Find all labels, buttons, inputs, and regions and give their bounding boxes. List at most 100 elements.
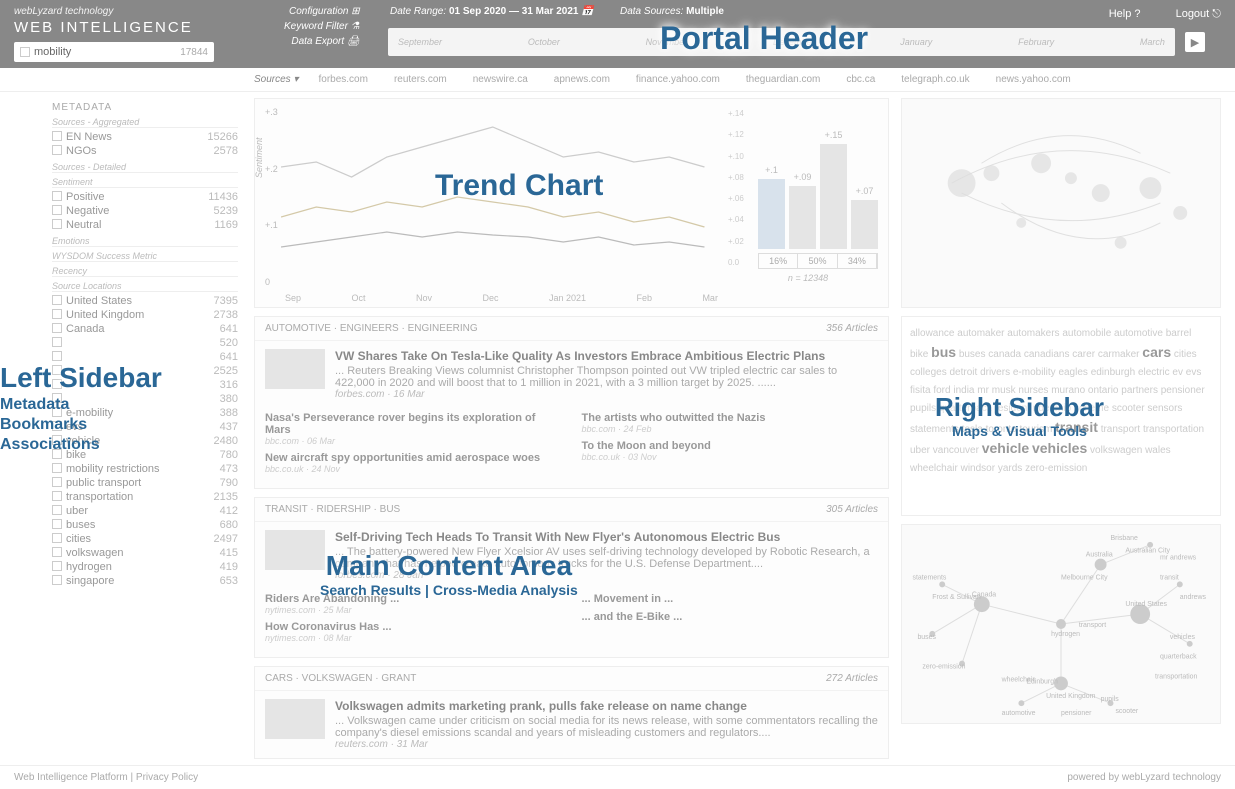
meta-row[interactable]: Neutral1169 [52, 218, 238, 232]
tag[interactable]: edinburgh [1091, 367, 1135, 378]
source-link[interactable]: newswire.ca [473, 74, 528, 85]
tag[interactable]: bike [910, 349, 928, 360]
footer-left[interactable]: Web Intelligence Platform | Privacy Poli… [14, 772, 198, 783]
meta-row[interactable]: public transport790 [52, 476, 238, 490]
date-range[interactable]: Date Range: 01 Sep 2020 — 31 Mar 2021 📅 [390, 6, 594, 17]
meta-row[interactable]: Positive11436 [52, 190, 238, 204]
tag[interactable]: yards [998, 463, 1022, 474]
tag[interactable]: cars [1142, 344, 1171, 360]
sources-dropdown[interactable]: Sources ▾ [254, 74, 298, 85]
meta-row[interactable]: buses680 [52, 518, 238, 532]
tag[interactable]: vancouver [933, 445, 979, 456]
keyword-filter-link[interactable]: Keyword Filter ⚗ [284, 21, 360, 32]
bar-chart[interactable]: +.14+.12+.10+.08+.06+.04+.020.0 +.1+.09+… [728, 99, 888, 307]
meta-row[interactable]: 520 [52, 336, 238, 350]
source-link[interactable]: apnews.com [554, 74, 610, 85]
meta-row[interactable]: mobility restrictions473 [52, 462, 238, 476]
tag[interactable]: colleges [910, 367, 947, 378]
source-link[interactable]: news.yahoo.com [996, 74, 1071, 85]
tag[interactable]: barrel [1166, 328, 1192, 339]
meta-row[interactable]: volkswagen415 [52, 546, 238, 560]
tag[interactable]: sensors [1147, 403, 1182, 414]
article-title[interactable]: Volkswagen admits marketing prank, pulls… [335, 699, 878, 713]
tag[interactable]: automakers [1007, 328, 1059, 339]
network-graph[interactable]: hydrogenCanadaUnited States United Kingd… [901, 524, 1221, 724]
tag[interactable]: electric [1138, 367, 1170, 378]
tag[interactable]: canada [988, 349, 1021, 360]
data-export-link[interactable]: Data Export 🖨 [284, 36, 360, 47]
tag[interactable]: eagles [1058, 367, 1087, 378]
bar[interactable]: +.15 [820, 144, 847, 249]
bar[interactable]: +.09 [789, 186, 816, 249]
tag[interactable]: automotive [1114, 328, 1163, 339]
meta-row[interactable]: United Kingdom2738 [52, 308, 238, 322]
tag[interactable]: zero-emission [1025, 463, 1087, 474]
source-link[interactable]: telegraph.co.uk [901, 74, 969, 85]
sub-article[interactable]: New aircraft spy opportunities amid aero… [265, 452, 562, 474]
tag[interactable]: volkswagen [1090, 445, 1142, 456]
meta-row[interactable]: Canada641 [52, 322, 238, 336]
tag[interactable]: vehicles [1032, 440, 1087, 456]
meta-row[interactable]: hydrogen419 [52, 560, 238, 574]
tag[interactable]: wheelchair [910, 463, 958, 474]
meta-row[interactable]: singapore653 [52, 574, 238, 588]
checkbox-icon[interactable] [20, 47, 30, 57]
source-link[interactable]: reuters.com [394, 74, 447, 85]
tag[interactable]: pensioner [1161, 385, 1205, 396]
sub-article[interactable]: How Coronavirus Has ...nytimes.com · 08 … [265, 621, 562, 643]
config-link[interactable]: Configuration ⊞ [284, 6, 360, 17]
search-input[interactable] [34, 46, 180, 58]
tag[interactable]: allowance [910, 328, 954, 339]
article-title[interactable]: VW Shares Take On Tesla-Like Quality As … [335, 349, 878, 363]
source-link[interactable]: forbes.com [318, 74, 367, 85]
bar[interactable]: +.07 [851, 200, 878, 249]
sub-article[interactable]: ... and the E-Bike ... [582, 611, 879, 623]
meta-row[interactable]: transportation2135 [52, 490, 238, 504]
article-main[interactable]: Volkswagen admits marketing prank, pulls… [255, 691, 888, 758]
tag[interactable]: scooter [1112, 403, 1145, 414]
tag[interactable]: evs [1186, 367, 1202, 378]
world-map[interactable] [901, 98, 1221, 308]
tag[interactable]: drivers [980, 367, 1010, 378]
tag[interactable]: transport [1101, 424, 1140, 435]
tag[interactable]: transportation [1143, 424, 1204, 435]
source-link[interactable]: cbc.ca [846, 74, 875, 85]
sub-article[interactable]: ... Movement in ... [582, 593, 879, 605]
tag[interactable]: automobile [1062, 328, 1111, 339]
sub-article[interactable]: Nasa's Perseverance rover begins its exp… [265, 412, 562, 446]
tag[interactable]: e-mobility [1013, 367, 1056, 378]
meta-row[interactable]: EN News15266 [52, 130, 238, 144]
tag[interactable]: cities [1174, 349, 1197, 360]
trend-chart[interactable]: Sentiment +.3+.2+.10 SepOctNovDecJan 202… [255, 99, 728, 307]
search-box[interactable]: 17844 [14, 42, 214, 62]
help-link[interactable]: Help ? [1093, 8, 1141, 20]
tag[interactable]: automaker [957, 328, 1004, 339]
source-link[interactable]: theguardian.com [746, 74, 821, 85]
tag[interactable]: pupils [910, 403, 936, 414]
tag[interactable]: bus [931, 344, 956, 360]
tag[interactable]: buses [959, 349, 986, 360]
data-sources[interactable]: Data Sources: Multiple [620, 6, 724, 17]
article-main[interactable]: VW Shares Take On Tesla-Like Quality As … [255, 341, 888, 408]
tag[interactable]: carmaker [1098, 349, 1140, 360]
tag[interactable]: vehicle [982, 440, 1029, 456]
source-link[interactable]: finance.yahoo.com [636, 74, 720, 85]
tag[interactable]: ev [1172, 367, 1183, 378]
logout-link[interactable]: Logout ⎋ [1160, 8, 1221, 20]
meta-row[interactable]: United States7395 [52, 294, 238, 308]
tag[interactable]: canadians [1024, 349, 1070, 360]
play-button[interactable]: ▶ [1185, 32, 1205, 52]
tag[interactable]: carer [1072, 349, 1095, 360]
tag[interactable]: fisita [910, 385, 931, 396]
meta-row[interactable]: NGOs2578 [52, 144, 238, 158]
sub-article[interactable]: The artists who outwitted the Nazisbbc.c… [582, 412, 879, 434]
article-title[interactable]: Self-Driving Tech Heads To Transit With … [335, 530, 878, 544]
sub-article[interactable]: To the Moon and beyondbbc.co.uk · 03 Nov [582, 440, 879, 462]
meta-row[interactable]: uber412 [52, 504, 238, 518]
tag[interactable]: wales [1145, 445, 1171, 456]
meta-row[interactable]: cities2497 [52, 532, 238, 546]
tag[interactable]: uber [910, 445, 930, 456]
tag[interactable]: detroit [949, 367, 977, 378]
tag[interactable]: partners [1121, 385, 1158, 396]
bar[interactable]: +.1 [758, 179, 785, 249]
